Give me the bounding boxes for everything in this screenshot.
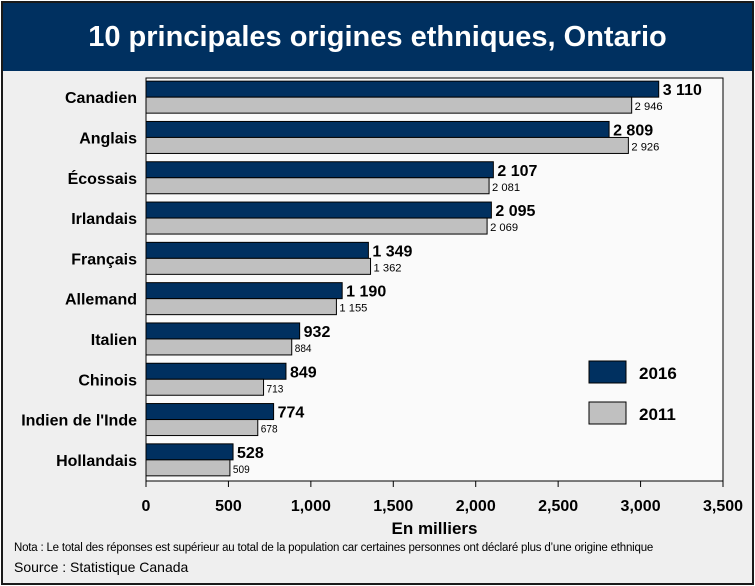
data-label-2016: 528 — [237, 445, 264, 462]
bar-2016 — [145, 120, 610, 138]
data-label-2016: 3 110 — [663, 82, 702, 99]
data-label-2016: 1 349 — [372, 243, 412, 260]
footnote: Nota : Le total des réponses est supérie… — [14, 542, 654, 554]
bar-2016 — [145, 161, 494, 179]
data-label-2011: 884 — [295, 343, 312, 355]
data-label-2011: 1 362 — [374, 262, 402, 274]
bar-2016 — [145, 80, 660, 98]
bar-2016 — [145, 241, 369, 259]
data-label-2011: 713 — [267, 383, 284, 395]
data-label-2011: 2 081 — [492, 182, 520, 194]
bar-2011 — [145, 419, 259, 437]
data-label-2016: 2 809 — [613, 122, 653, 139]
legend-label-2011: 2011 — [639, 405, 676, 424]
chart-title: 10 principales origines ethniques, Ontar… — [3, 3, 752, 71]
data-label-2016: 1 190 — [346, 284, 386, 301]
category-label: Indien de l'Inde — [21, 413, 137, 430]
x-tick-label: 3,500 — [703, 498, 743, 515]
category-label: Hollandais — [56, 453, 137, 470]
category-label: Italien — [91, 332, 137, 349]
category-label: Anglais — [79, 130, 137, 147]
category-label: Chinois — [78, 372, 137, 389]
bar-2016 — [145, 201, 492, 219]
source-note: Source : Statistique Canada — [14, 559, 189, 575]
data-label-2016: 932 — [304, 324, 331, 341]
x-axis-title: En milliers — [392, 519, 478, 538]
category-label: Allemand — [65, 292, 137, 309]
data-label-2016: 2 107 — [497, 163, 537, 180]
data-label-2011: 1 155 — [339, 303, 367, 315]
category-label: Écossais — [68, 169, 137, 188]
x-tick-label: 2,500 — [538, 498, 578, 515]
legend-swatch-2016 — [588, 360, 627, 384]
bar-2016 — [145, 362, 287, 380]
bar-2016 — [145, 403, 275, 421]
legend-label-2016: 2016 — [639, 364, 677, 383]
category-label: Canadien — [65, 90, 137, 107]
x-tick-label: 0 — [142, 498, 151, 515]
data-label-2011: 2 946 — [635, 101, 663, 113]
data-label-2011: 2 069 — [490, 222, 518, 234]
x-tick-label: 2,000 — [456, 498, 496, 515]
x-tick-label: 3,000 — [621, 498, 661, 515]
bar-2011 — [145, 378, 265, 396]
data-label-2011: 2 926 — [631, 141, 659, 153]
x-tick-label: 500 — [215, 498, 242, 515]
bar-2016 — [145, 443, 234, 461]
data-label-2016: 774 — [278, 405, 305, 422]
legend-swatch-2011 — [588, 401, 627, 425]
bar-2011 — [145, 217, 488, 235]
data-label-2011: 509 — [233, 464, 250, 476]
category-label: Français — [71, 251, 137, 268]
bar-2011 — [145, 96, 633, 114]
bar-2011 — [145, 459, 231, 477]
data-label-2016: 2 095 — [495, 203, 535, 220]
data-label-2011: 678 — [261, 424, 278, 436]
bar-2011 — [145, 338, 293, 356]
bar-2016 — [145, 282, 343, 300]
bar-2011 — [145, 298, 337, 316]
bar-2011 — [145, 257, 372, 275]
data-label-2016: 849 — [290, 364, 317, 381]
bar-2011 — [145, 136, 629, 154]
bar-2016 — [145, 322, 301, 340]
x-tick-label: 1,000 — [291, 498, 331, 515]
bar-2011 — [145, 177, 490, 195]
category-label: Irlandais — [71, 211, 137, 228]
x-tick-label: 1,500 — [373, 498, 413, 515]
